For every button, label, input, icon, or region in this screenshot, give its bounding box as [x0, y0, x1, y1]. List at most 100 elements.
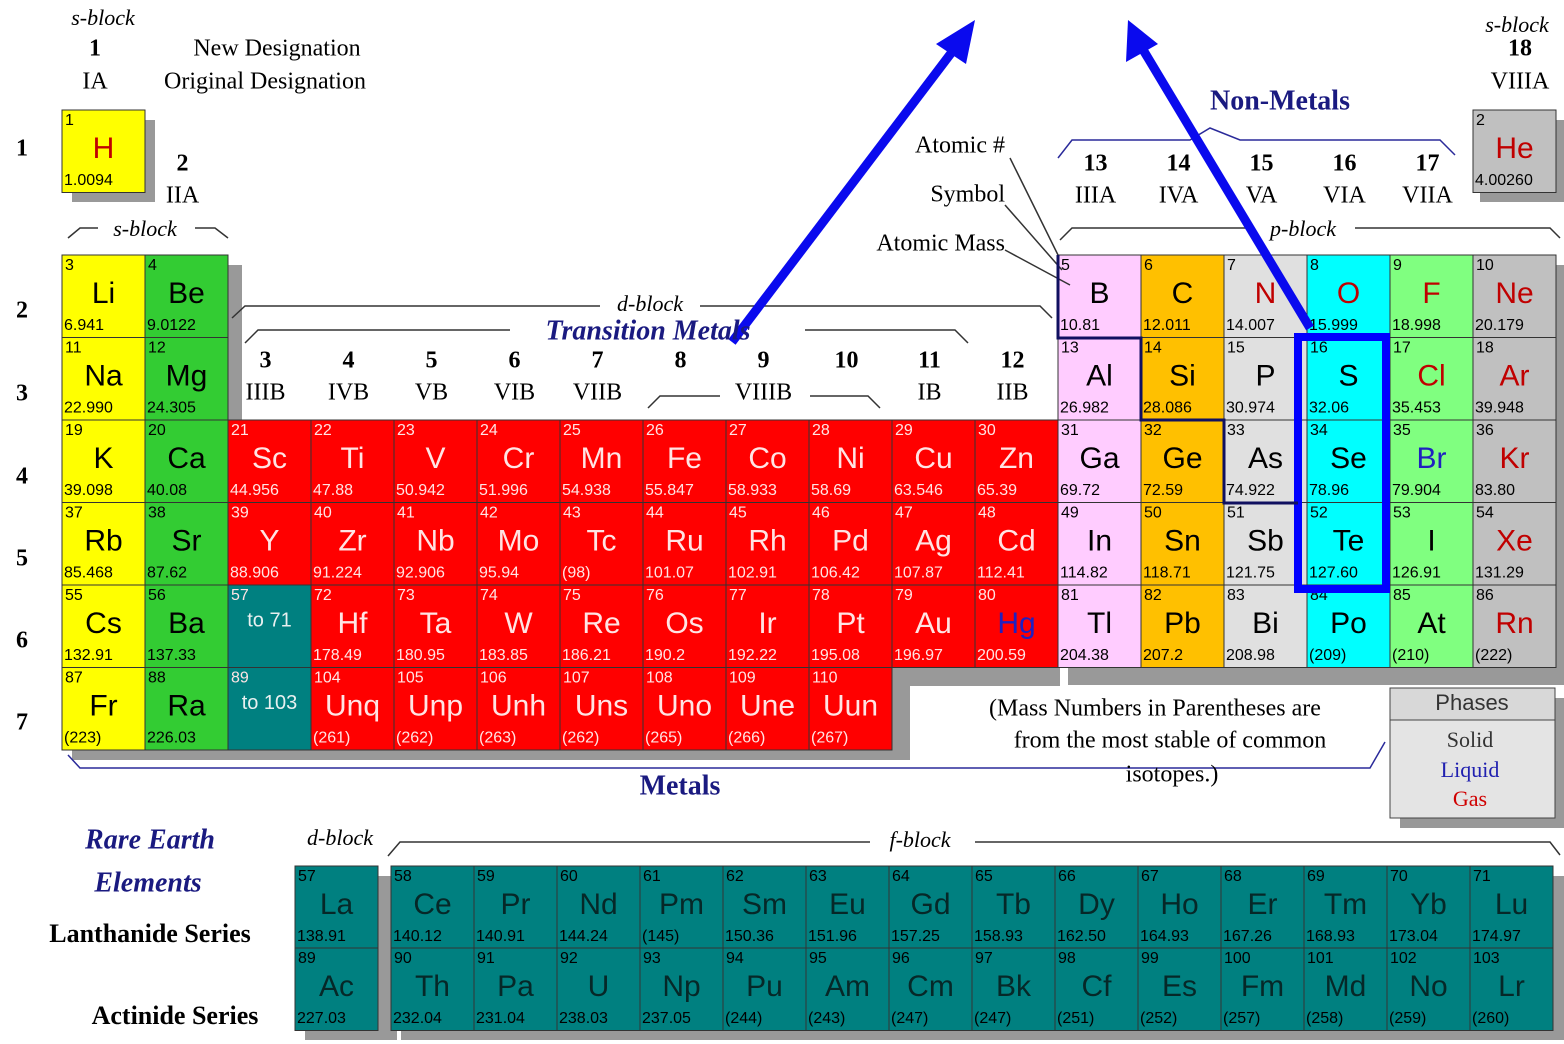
atomic-number: 104: [314, 670, 341, 687]
element-cell: [725, 584, 810, 668]
note-line: isotopes.): [1126, 762, 1219, 788]
group-original: IIA: [166, 183, 200, 209]
element-cell: [556, 947, 641, 1031]
atomic-number: 58: [394, 868, 412, 885]
atomic-mass: 157.25: [891, 928, 940, 945]
phase-gas: Gas: [1453, 786, 1487, 811]
element-cell: [725, 667, 810, 751]
element-cell: [1220, 865, 1305, 949]
atomic-number: 12: [148, 340, 166, 357]
atomic-mass: 190.2: [645, 647, 685, 664]
atomic-number: 81: [1061, 587, 1079, 604]
element-cell: [1472, 502, 1557, 586]
element-symbol: Si: [1169, 359, 1196, 392]
element-symbol: He: [1495, 132, 1533, 165]
atomic-mass: 63.546: [894, 482, 943, 499]
atomic-mass: 150.36: [725, 928, 774, 945]
element-cell: [1057, 502, 1142, 586]
atomic-mass: 131.29: [1475, 565, 1524, 582]
element-symbol: Uns: [575, 689, 628, 722]
metals-label: Metals: [640, 770, 721, 801]
atomic-mass: 144.24: [559, 928, 608, 945]
element-cell: [1472, 337, 1557, 421]
element-symbol: Na: [84, 359, 123, 392]
atomic-mass: 140.12: [393, 928, 442, 945]
element-cell: [559, 584, 644, 668]
element-symbol: Be: [168, 277, 205, 310]
element-cell: [476, 419, 561, 503]
element-symbol: Sr: [172, 524, 202, 557]
group-number: 8: [675, 348, 687, 374]
atomic-number: 17: [1393, 340, 1411, 357]
atomic-mass: 4.00260: [1475, 172, 1533, 189]
arrow-head: [1126, 20, 1158, 62]
atomic-number: 4: [148, 257, 157, 274]
series-label: Lanthanide Series: [49, 919, 251, 948]
atomic-number: 26: [646, 422, 664, 439]
note-line: from the most stable of common: [1014, 728, 1327, 754]
element-cell: [227, 584, 312, 668]
atomic-mass: 173.04: [1389, 928, 1438, 945]
atomic-number: 82: [1144, 587, 1162, 604]
element-symbol: Cr: [503, 442, 535, 475]
element-symbol: Br: [1417, 442, 1447, 475]
atomic-mass: 54.938: [562, 482, 611, 499]
atomic-number: 3: [65, 257, 74, 274]
atomic-mass: 196.97: [894, 647, 943, 664]
atomic-number: 6: [1144, 257, 1153, 274]
element-symbol: Er: [1248, 888, 1278, 921]
element-symbol: Ce: [413, 888, 451, 921]
element-symbol: Zn: [999, 442, 1034, 475]
element-symbol: Rb: [84, 524, 122, 557]
atomic-mass: 126.91: [1392, 565, 1441, 582]
element-symbol: Th: [415, 970, 450, 1003]
atomic-number: 74: [480, 587, 498, 604]
atomic-mass: 22.990: [64, 400, 113, 417]
element-symbol: Cs: [85, 607, 122, 640]
element-symbol: Ag: [915, 524, 952, 557]
element-cell: [1057, 337, 1142, 421]
element-symbol: Uno: [657, 689, 712, 722]
atomic-mass: 30.974: [1226, 400, 1275, 417]
arrow-head: [936, 20, 975, 64]
atomic-mass: 137.33: [147, 647, 196, 664]
element-symbol: Se: [1330, 442, 1367, 475]
period-label: 2: [16, 298, 28, 324]
atomic-number: 54: [1476, 505, 1494, 522]
atomic-mass: 167.26: [1223, 928, 1272, 945]
atomic-number: 103: [1473, 950, 1500, 967]
atomic-mass: (262): [396, 730, 433, 747]
atomic-number: 25: [563, 422, 581, 439]
atomic-number: 27: [729, 422, 747, 439]
element-symbol: Ne: [1495, 277, 1533, 310]
element-cell: [639, 947, 724, 1031]
key-label: Symbol: [930, 182, 1005, 208]
element-symbol: Ar: [1500, 359, 1530, 392]
element-symbol: Ga: [1079, 442, 1119, 475]
group-number: 4: [343, 348, 355, 374]
element-symbol: S: [1338, 359, 1358, 392]
element-symbol: P: [1255, 359, 1275, 392]
atomic-mass: 195.08: [811, 647, 860, 664]
atomic-number: 89: [231, 670, 249, 687]
atomic-number: 71: [1473, 868, 1491, 885]
period-label: 4: [16, 464, 28, 490]
atomic-number: 68: [1224, 868, 1242, 885]
atomic-mass: 232.04: [393, 1010, 442, 1027]
arrow: [1138, 45, 1314, 331]
element-cell: [61, 419, 146, 503]
atomic-mass: 183.85: [479, 647, 528, 664]
group-number: 3: [260, 348, 272, 374]
atomic-mass: (266): [728, 730, 765, 747]
element-symbol: Lu: [1495, 888, 1528, 921]
element-cell: [476, 667, 561, 751]
atomic-mass: 9.0122: [147, 317, 196, 334]
atomic-number: 59: [477, 868, 495, 885]
element-symbol: Ho: [1160, 888, 1198, 921]
atomic-mass: 12.011: [1143, 317, 1191, 334]
atomic-mass: 158.93: [974, 928, 1023, 945]
element-symbol: Te: [1333, 524, 1365, 557]
atomic-mass: (263): [479, 730, 516, 747]
element-symbol: Ta: [420, 607, 452, 640]
element-symbol: N: [1255, 277, 1277, 310]
